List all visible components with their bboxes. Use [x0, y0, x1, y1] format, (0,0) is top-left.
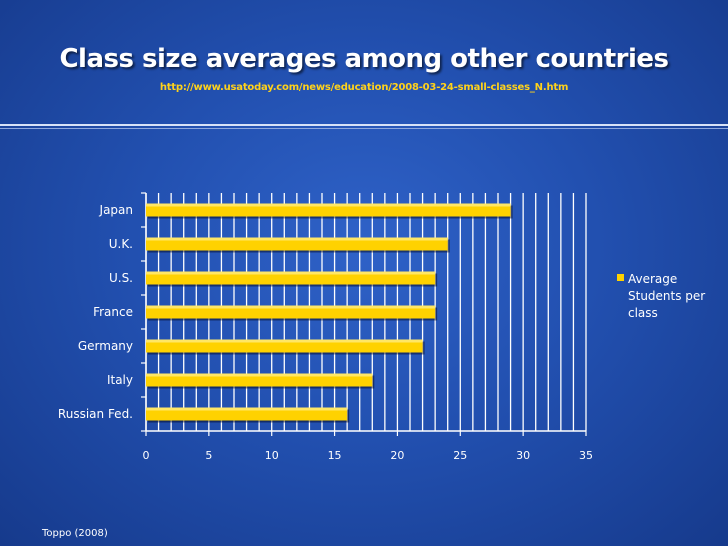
bar-japan	[146, 203, 511, 217]
bar-france	[146, 305, 436, 319]
category-label: U.S.	[109, 271, 133, 285]
citation-footer: Toppo (2008)	[42, 528, 108, 539]
bar-russian-fed	[146, 407, 348, 421]
bar-highlight	[146, 203, 511, 207]
legend-swatch	[617, 274, 624, 281]
bar-highlight	[146, 237, 448, 241]
legend-label: Students per	[628, 289, 705, 303]
bar-u-s	[146, 271, 436, 285]
x-tick-label: 10	[265, 449, 279, 462]
bar-highlight	[146, 305, 436, 309]
category-label: Italy	[107, 373, 133, 387]
x-tick-label: 30	[516, 449, 530, 462]
bar-germany	[146, 339, 423, 353]
x-tick-label: 5	[205, 449, 212, 462]
bar-u-k	[146, 237, 448, 251]
x-tick-label: 25	[453, 449, 467, 462]
category-label: Germany	[78, 339, 133, 353]
category-label: Russian Fed.	[58, 407, 133, 421]
bar-highlight	[146, 271, 436, 275]
legend-label: class	[628, 306, 658, 320]
bar-highlight	[146, 339, 423, 343]
category-label: U.K.	[109, 237, 133, 251]
divider-line	[0, 124, 728, 126]
legend-label: Average	[628, 272, 677, 286]
slide-title: Class size averages among other countrie…	[59, 44, 669, 74]
x-tick-label: 20	[390, 449, 404, 462]
category-label: Japan	[99, 203, 133, 217]
divider-line-thin	[0, 128, 728, 129]
bar-highlight	[146, 407, 348, 411]
bar-italy	[146, 373, 373, 387]
category-label: France	[93, 305, 133, 319]
source-url: http://www.usatoday.com/news/education/2…	[159, 82, 569, 93]
x-tick-label: 15	[328, 449, 342, 462]
x-tick-label: 35	[579, 449, 593, 462]
bar-highlight	[146, 373, 373, 377]
x-tick-label: 0	[143, 449, 150, 462]
